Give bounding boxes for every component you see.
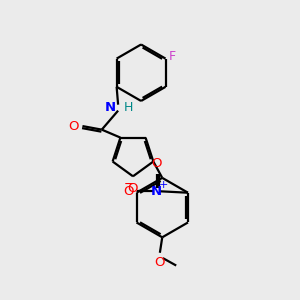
Text: −: − [123,178,134,191]
Text: O: O [123,185,134,198]
Text: O: O [68,120,79,133]
Text: N: N [105,101,116,114]
Text: F: F [169,50,176,63]
Text: +: + [159,180,168,190]
Text: O: O [154,256,165,269]
Text: O: O [152,157,162,169]
Text: H: H [124,101,133,114]
Text: O: O [128,182,138,195]
Text: N: N [151,185,162,198]
